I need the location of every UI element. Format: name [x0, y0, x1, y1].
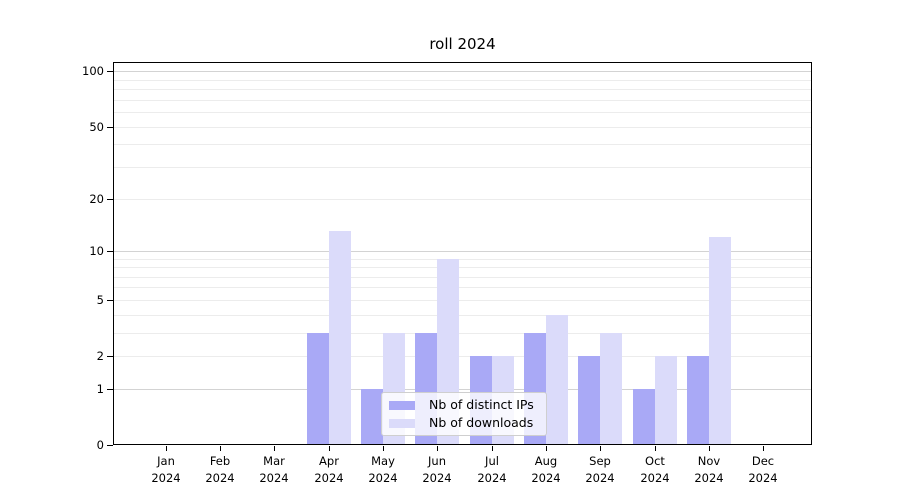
- x-axis-tick: [492, 446, 493, 451]
- minor-gridline: [114, 356, 811, 357]
- minor-gridline: [114, 300, 811, 301]
- x-axis-tick-label: May 2024: [368, 454, 398, 485]
- x-axis-tick: [546, 446, 547, 451]
- downloads-bar-oct: [655, 356, 677, 444]
- legend-label: Nb of distinct IPs: [429, 397, 534, 412]
- x-axis-tick: [600, 446, 601, 451]
- x-axis-tick-label: Apr 2024: [314, 454, 344, 485]
- distinct-ips-bar-sep: [578, 356, 600, 444]
- y-axis-tick: [107, 127, 113, 128]
- downloads-bar-nov: [709, 237, 731, 444]
- legend: Nb of distinct IPs Nb of downloads: [381, 392, 547, 436]
- downloads-bar-aug: [546, 315, 568, 444]
- legend-entry-nb-of-downloads: Nb of downloads: [389, 416, 538, 430]
- downloads-bar-sep: [600, 333, 622, 444]
- major-gridline: [114, 251, 811, 252]
- minor-gridline: [114, 259, 811, 260]
- distinct-ips-bar-oct: [633, 389, 655, 444]
- major-gridline: [114, 71, 811, 72]
- downloads-bar-apr: [329, 231, 351, 444]
- legend-swatch-icon: [389, 418, 415, 428]
- y-axis-tick: [107, 356, 113, 357]
- minor-gridline: [114, 277, 811, 278]
- x-axis-tick-label: Aug 2024: [531, 454, 561, 485]
- x-axis-tick-label: Jun 2024: [422, 454, 452, 485]
- x-axis-tick: [709, 446, 710, 451]
- y-axis-tick: [107, 199, 113, 200]
- minor-gridline: [114, 127, 811, 128]
- minor-gridline: [114, 89, 811, 90]
- y-axis-tick: [107, 389, 113, 390]
- minor-gridline: [114, 315, 811, 316]
- x-axis-tick: [763, 446, 764, 451]
- x-axis-tick-label: Feb 2024: [205, 454, 235, 485]
- y-axis-tick: [107, 251, 113, 252]
- x-axis-tick: [274, 446, 275, 451]
- x-axis-tick: [166, 446, 167, 451]
- y-axis-tick-label: 5: [96, 293, 104, 307]
- legend-entry-nb-of-distinct-ips: Nb of distinct IPs: [389, 398, 538, 412]
- major-gridline: [114, 389, 811, 390]
- minor-gridline: [114, 333, 811, 334]
- y-axis-tick-label: 100: [82, 64, 104, 78]
- x-axis-tick: [383, 446, 384, 451]
- y-axis-tick-label: 10: [89, 244, 104, 258]
- x-axis-tick: [329, 446, 330, 451]
- x-axis-tick-label: Oct 2024: [640, 454, 670, 485]
- minor-gridline: [114, 112, 811, 113]
- x-axis-tick-label: Nov 2024: [694, 454, 724, 485]
- y-axis-tick-label: 1: [96, 382, 104, 396]
- x-axis-tick: [437, 446, 438, 451]
- y-axis-tick: [107, 300, 113, 301]
- x-axis-tick: [655, 446, 656, 451]
- x-axis-tick-label: Jan 2024: [151, 454, 181, 485]
- y-axis-tick-label: 20: [89, 192, 104, 206]
- legend-label: Nb of downloads: [429, 415, 534, 430]
- chart-title: roll 2024: [429, 35, 496, 53]
- minor-gridline: [114, 267, 811, 268]
- distinct-ips-bar-nov: [687, 356, 709, 444]
- y-axis-tick-label: 50: [89, 120, 104, 134]
- distinct-ips-bar-may: [361, 389, 383, 444]
- plot-area: [113, 62, 812, 445]
- x-axis-tick: [220, 446, 221, 451]
- minor-gridline: [114, 287, 811, 288]
- y-axis-tick: [107, 445, 113, 446]
- minor-gridline: [114, 100, 811, 101]
- distinct-ips-bar-apr: [307, 333, 329, 444]
- y-axis-tick-label: 2: [96, 349, 104, 363]
- legend-swatch-icon: [389, 400, 415, 410]
- minor-gridline: [114, 144, 811, 145]
- minor-gridline: [114, 167, 811, 168]
- x-axis-tick-label: Mar 2024: [259, 454, 289, 485]
- minor-gridline: [114, 199, 811, 200]
- x-axis-tick-label: Jul 2024: [477, 454, 507, 485]
- minor-gridline: [114, 80, 811, 81]
- y-axis-tick-label: 0: [96, 438, 104, 452]
- y-axis-tick: [107, 71, 113, 72]
- x-axis-tick-label: Dec 2024: [748, 454, 778, 485]
- x-axis-tick-label: Sep 2024: [585, 454, 615, 485]
